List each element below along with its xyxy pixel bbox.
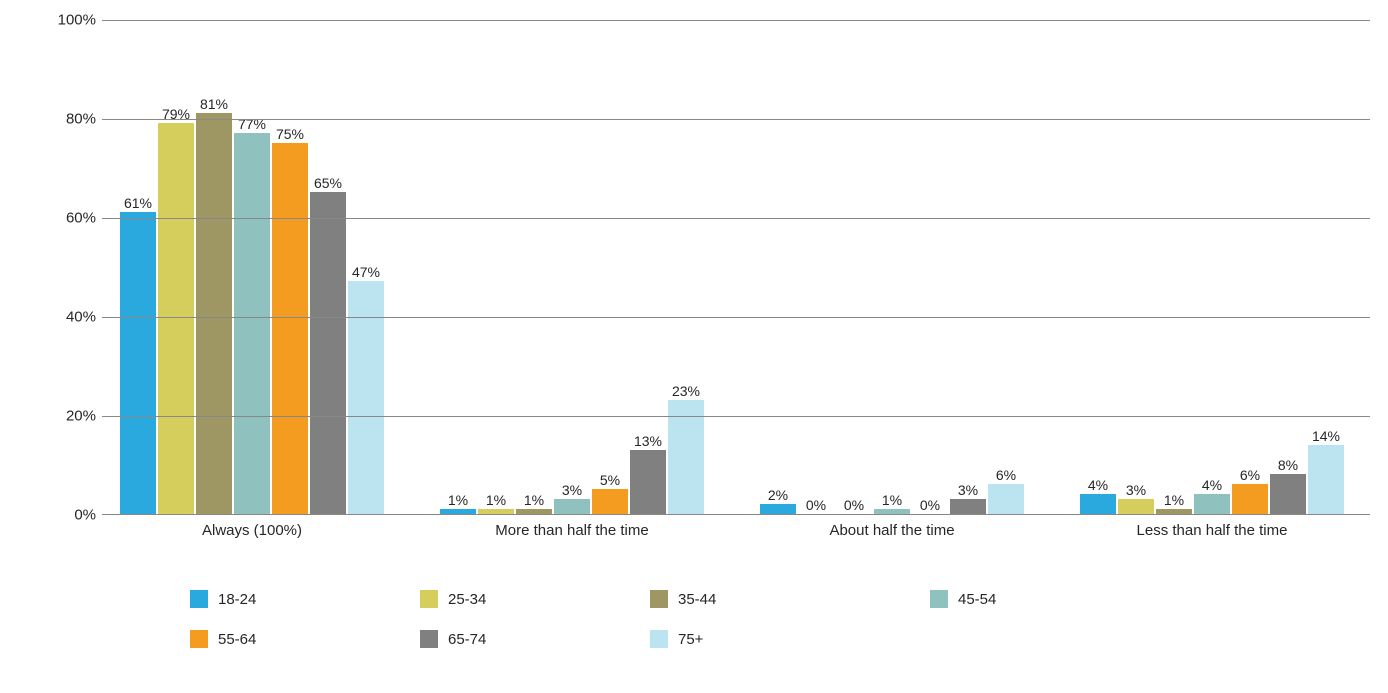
legend-label: 25-34 [448, 591, 486, 608]
legend-swatch [420, 590, 438, 608]
legend-item: 55-64 [190, 630, 256, 648]
legend-swatch [190, 590, 208, 608]
legend-swatch [650, 630, 668, 648]
y-tick-label: 20% [56, 408, 96, 425]
y-tick-label: 0% [56, 507, 96, 524]
bar [310, 192, 346, 514]
bar [440, 509, 476, 514]
bar [554, 499, 590, 514]
bar-value-label: 14% [1296, 428, 1356, 444]
legend-swatch [930, 590, 948, 608]
chart-container: 61%79%81%77%75%65%47%1%1%1%3%5%13%23%2%0… [60, 20, 1370, 580]
bar [516, 509, 552, 514]
legend-label: 35-44 [678, 591, 716, 608]
bar [1194, 494, 1230, 514]
gridline [102, 20, 1370, 21]
bar-value-label: 6% [976, 467, 1036, 483]
bar [1270, 474, 1306, 514]
bar-value-label: 23% [656, 383, 716, 399]
legend-item: 65-74 [420, 630, 486, 648]
legend-swatch [650, 590, 668, 608]
bar [668, 400, 704, 514]
x-category-label: Always (100%) [202, 522, 302, 539]
gridline [102, 218, 1370, 219]
y-tick-label: 40% [56, 309, 96, 326]
legend-label: 75+ [678, 631, 703, 648]
bars-layer: 61%79%81%77%75%65%47%1%1%1%3%5%13%23%2%0… [102, 20, 1370, 514]
bar [988, 484, 1024, 514]
gridline [102, 119, 1370, 120]
gridline [102, 317, 1370, 318]
x-category-label: About half the time [829, 522, 954, 539]
y-tick-label: 80% [56, 111, 96, 128]
bar [478, 509, 514, 514]
legend: 18-24 25-34 35-44 45-54 55-64 65-74 75+ [190, 590, 1290, 680]
x-category-label: More than half the time [495, 522, 648, 539]
legend-label: 18-24 [218, 591, 256, 608]
bar [120, 212, 156, 514]
bar [592, 489, 628, 514]
bar [1308, 445, 1344, 514]
bar [950, 499, 986, 514]
bar-value-label: 75% [260, 126, 320, 142]
y-tick-label: 100% [56, 12, 96, 29]
bar [196, 113, 232, 514]
legend-item: 18-24 [190, 590, 256, 608]
legend-label: 45-54 [958, 591, 996, 608]
legend-label: 65-74 [448, 631, 486, 648]
bar [272, 143, 308, 514]
bar [234, 133, 270, 514]
y-tick-label: 60% [56, 210, 96, 227]
x-category-label: Less than half the time [1137, 522, 1288, 539]
plot-area: 61%79%81%77%75%65%47%1%1%1%3%5%13%23%2%0… [102, 20, 1370, 515]
legend-item: 75+ [650, 630, 703, 648]
legend-swatch [420, 630, 438, 648]
bar-value-label: 47% [336, 264, 396, 280]
legend-label: 55-64 [218, 631, 256, 648]
bar [630, 450, 666, 514]
bar [1232, 484, 1268, 514]
legend-item: 45-54 [930, 590, 996, 608]
bar [158, 123, 194, 514]
gridline [102, 416, 1370, 417]
legend-item: 35-44 [650, 590, 716, 608]
legend-item: 25-34 [420, 590, 486, 608]
bar-value-label: 81% [184, 96, 244, 112]
legend-swatch [190, 630, 208, 648]
bar [1156, 509, 1192, 514]
bar-value-label: 65% [298, 175, 358, 191]
